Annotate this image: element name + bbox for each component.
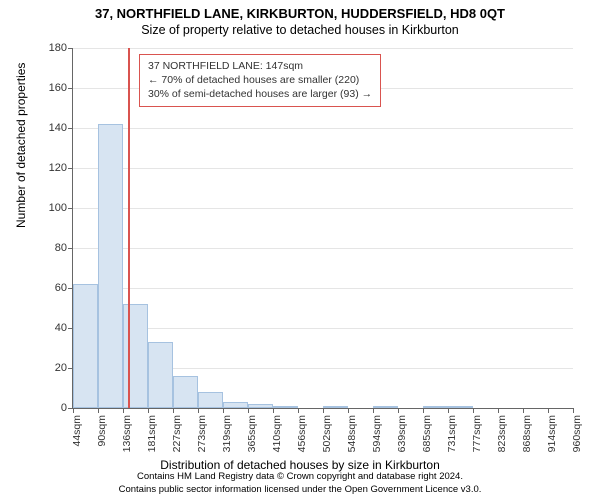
xtick-label: 823sqm [496, 415, 508, 452]
xtick-label: 227sqm [171, 415, 183, 452]
histogram-bar [423, 406, 448, 408]
xtick-label: 868sqm [521, 415, 533, 452]
xtick-label: 319sqm [221, 415, 233, 452]
histogram-bar [223, 402, 248, 408]
xtick-label: 456sqm [296, 415, 308, 452]
xtick-mark [223, 408, 224, 413]
grid-line [73, 128, 573, 129]
footer-line-1: Contains HM Land Registry data © Crown c… [0, 471, 600, 483]
xtick-label: 273sqm [196, 415, 208, 452]
xtick-label: 731sqm [446, 415, 458, 452]
xtick-label: 548sqm [346, 415, 358, 452]
xtick-label: 777sqm [471, 415, 483, 452]
y-axis-label: Number of detached properties [14, 63, 28, 228]
ytick-label: 140 [49, 122, 73, 134]
xtick-mark [398, 408, 399, 413]
ytick-label: 20 [55, 362, 73, 374]
property-marker-line [128, 48, 130, 408]
grid-line [73, 168, 573, 169]
grid-line [73, 248, 573, 249]
histogram-bar [248, 404, 273, 408]
footer-line-2: Contains public sector information licen… [0, 484, 600, 496]
xtick-mark [173, 408, 174, 413]
chart-title-address: 37, NORTHFIELD LANE, KIRKBURTON, HUDDERS… [0, 0, 600, 21]
xtick-mark [573, 408, 574, 413]
histogram-bar [98, 124, 123, 408]
annotation-line: 37 NORTHFIELD LANE: 147sqm [148, 59, 372, 73]
histogram-bar [73, 284, 98, 408]
xtick-label: 410sqm [271, 415, 283, 452]
xtick-mark [248, 408, 249, 413]
xtick-mark [123, 408, 124, 413]
xtick-label: 639sqm [396, 415, 408, 452]
chart-title-desc: Size of property relative to detached ho… [0, 21, 600, 37]
xtick-label: 90sqm [96, 415, 108, 447]
xtick-mark [548, 408, 549, 413]
annotation-box: 37 NORTHFIELD LANE: 147sqm← 70% of detac… [139, 54, 381, 107]
xtick-mark [323, 408, 324, 413]
annotation-line: ← 70% of detached houses are smaller (22… [148, 73, 372, 87]
grid-line [73, 288, 573, 289]
xtick-label: 44sqm [71, 415, 83, 447]
xtick-mark [373, 408, 374, 413]
ytick-label: 160 [49, 82, 73, 94]
histogram-bar [198, 392, 223, 408]
xtick-mark [473, 408, 474, 413]
histogram-bar [123, 304, 148, 408]
xtick-mark [298, 408, 299, 413]
xtick-label: 181sqm [146, 415, 158, 452]
grid-line [73, 48, 573, 49]
xtick-mark [73, 408, 74, 413]
annotation-line: 30% of semi-detached houses are larger (… [148, 87, 372, 101]
ytick-label: 60 [55, 282, 73, 294]
histogram-bar [323, 406, 348, 408]
chart-footer: Contains HM Land Registry data © Crown c… [0, 471, 600, 500]
histogram-bar [273, 406, 298, 408]
xtick-label: 960sqm [571, 415, 583, 452]
xtick-mark [498, 408, 499, 413]
xtick-mark [423, 408, 424, 413]
xtick-label: 914sqm [546, 415, 558, 452]
xtick-label: 502sqm [321, 415, 333, 452]
plot-area: 02040608010012014016018044sqm90sqm136sqm… [72, 48, 573, 409]
xtick-mark [348, 408, 349, 413]
xtick-label: 365sqm [246, 415, 258, 452]
xtick-mark [148, 408, 149, 413]
xtick-mark [273, 408, 274, 413]
xtick-mark [448, 408, 449, 413]
ytick-label: 80 [55, 242, 73, 254]
xtick-label: 594sqm [371, 415, 383, 452]
xtick-label: 136sqm [121, 415, 133, 452]
histogram-bar [173, 376, 198, 408]
histogram-bar [448, 406, 473, 408]
ytick-label: 100 [49, 202, 73, 214]
xtick-mark [523, 408, 524, 413]
ytick-label: 0 [61, 402, 73, 414]
xtick-label: 685sqm [421, 415, 433, 452]
histogram-bar [148, 342, 173, 408]
grid-line [73, 208, 573, 209]
ytick-label: 120 [49, 162, 73, 174]
x-axis-label: Distribution of detached houses by size … [0, 458, 600, 472]
grid-line [73, 328, 573, 329]
xtick-mark [198, 408, 199, 413]
ytick-label: 180 [49, 42, 73, 54]
ytick-label: 40 [55, 322, 73, 334]
histogram-bar [373, 406, 398, 408]
xtick-mark [98, 408, 99, 413]
